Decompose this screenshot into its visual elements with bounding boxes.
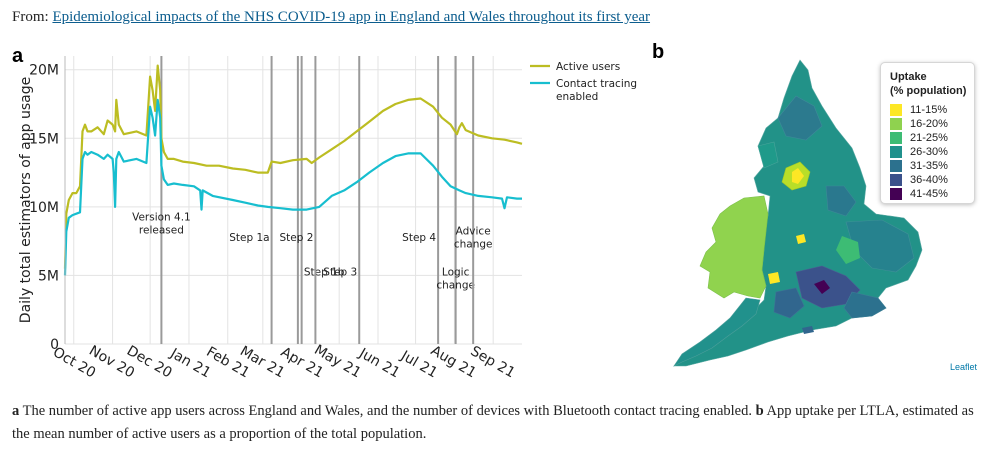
map-legend-swatch: [890, 104, 902, 116]
event-label: Step 2: [279, 232, 313, 244]
map-legend-swatch: [890, 174, 902, 186]
map-region-cumbria: [757, 141, 779, 169]
map-legend-item: 11-15%: [890, 103, 947, 117]
y-tick-label: 0: [50, 337, 59, 353]
map-legend-swatch: [890, 160, 902, 172]
map-legend-label: 36-40%: [910, 174, 948, 186]
map-region-lincolnshire: [825, 185, 857, 217]
map-region-midlands-light: [836, 236, 860, 264]
map-region-london-core: [814, 280, 830, 294]
y-tick-label: 15M: [29, 131, 59, 147]
map-region-isle-of-wight: [802, 326, 814, 334]
map-legend-item: 21-25%: [890, 131, 948, 145]
event-label: Logic change: [436, 266, 475, 291]
y-axis-label: Daily total estimators of app usage: [18, 77, 34, 323]
y-tick-label: 10M: [29, 200, 59, 216]
map-legend-item: 26-30%: [890, 145, 948, 159]
map-region-england-base: [673, 59, 923, 367]
map-legend-label: 21-25%: [910, 132, 948, 144]
source-prefix: From:: [12, 9, 53, 25]
map-region-south-central: [773, 287, 805, 319]
map-legend-label: 11-15%: [910, 104, 948, 116]
map-legend-label: 16-20%: [910, 118, 948, 130]
map-region-north-east: [777, 95, 823, 141]
figure-caption: a The number of active app users across …: [12, 400, 987, 446]
map-legend-swatch: [890, 146, 902, 158]
map-legend: Uptake (% population) 11-15% 16-20% 21-25%…: [880, 62, 975, 204]
map-legend-item: 36-40%: [890, 173, 948, 187]
map-legend-swatch: [890, 188, 902, 200]
x-tick-label: Sep 21: [468, 343, 518, 381]
y-tick-label: 20M: [29, 63, 59, 79]
caption-b-text: App uptake per LTLA, estimated as the me…: [12, 403, 974, 442]
uptake-choropleth-map: b: [652, 41, 923, 367]
source-line: From: Epidemiological impacts of the NHS…: [12, 9, 650, 26]
x-tick-label: Jun 21: [355, 345, 402, 381]
event-label: Step 1a: [229, 232, 269, 244]
y-tick-label: 5M: [38, 268, 59, 284]
legend-label: Contact tracing enabled: [556, 78, 637, 103]
england-wales-map[interactable]: [673, 59, 923, 367]
x-tick-label: Aug 21: [428, 343, 479, 382]
map-region-yorkshire-core: [792, 168, 804, 184]
map-region-south-east: [843, 291, 887, 319]
panel-a-label: a: [12, 45, 24, 67]
map-legend-swatch: [890, 118, 902, 130]
event-label: Step 3: [323, 266, 357, 278]
map-legend-label: 31-35%: [910, 160, 948, 172]
map-legend-item: 41-45%: [890, 187, 948, 201]
map-legend-label: 26-30%: [910, 146, 948, 158]
map-legend-label: 41-45%: [910, 188, 948, 200]
event-label: Advice change: [454, 225, 493, 250]
map-legend-title: Uptake (% population): [890, 71, 967, 97]
source-article-link[interactable]: Epidemiological impacts of the NHS COVID…: [52, 9, 651, 25]
leaflet-attribution-link[interactable]: Leaflet: [950, 362, 978, 372]
series-line: [63, 64, 523, 269]
map-legend-item: 16-20%: [890, 117, 948, 131]
series-line: [63, 98, 522, 276]
caption-b-label: b: [755, 403, 764, 419]
map-region-west-yellow: [768, 272, 780, 284]
panel-b-label: b: [652, 41, 664, 63]
event-label: Step 1b: [304, 266, 345, 278]
map-legend-swatch: [890, 132, 902, 144]
map-region-midlands-yellow: [796, 234, 806, 244]
map-region-wales: [699, 195, 769, 299]
event-label: Step 4: [402, 232, 436, 244]
map-region-southwest: [673, 297, 761, 367]
caption-a-text: The number of active app users across En…: [19, 403, 756, 419]
map-legend-item: 31-35%: [890, 159, 948, 173]
x-tick-label: Jan 21: [167, 345, 214, 381]
event-label: Version 4.1 released: [132, 212, 191, 237]
caption-a-label: a: [12, 403, 20, 419]
legend-label: Active users: [556, 61, 620, 73]
